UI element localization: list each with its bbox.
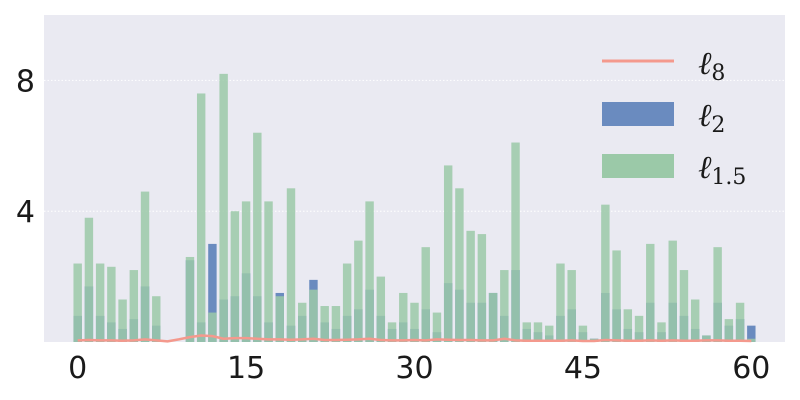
bar-l1-5: [421, 247, 430, 342]
legend-label-l2: ℓ2: [698, 96, 725, 138]
x-tick-label: 30: [395, 351, 433, 386]
legend: ℓ8 ℓ2 ℓ1.5: [602, 44, 746, 190]
bar-l1-5: [713, 247, 722, 342]
bar-l1-5: [477, 234, 487, 342]
bar-l2: [208, 243, 217, 342]
bar-l1-5: [365, 201, 374, 342]
bar-l1-5: [511, 142, 520, 342]
bar-l1-5: [185, 256, 195, 342]
bar-l1-5: [309, 289, 318, 342]
bar-l1-5: [634, 315, 644, 342]
y-tick-label: 8: [16, 64, 35, 99]
bar-l2: [747, 325, 756, 342]
bar-l1-5: [578, 325, 588, 342]
line-l8: [77, 334, 752, 343]
plot-background: [44, 15, 785, 342]
bar-l1-5: [466, 230, 475, 342]
bar-l1-5: [342, 263, 352, 342]
y-tick-label: 4: [16, 195, 35, 230]
bar-l1-5: [724, 319, 734, 342]
bar-l1-5: [545, 325, 554, 342]
bar-l1-5: [488, 292, 498, 342]
bar-l1-5: [208, 312, 217, 342]
bar-l1-5: [399, 292, 408, 342]
bar-l1-5: [556, 263, 565, 342]
bar-l1-5: [196, 93, 206, 342]
bar-l1-5: [152, 296, 161, 342]
bar-l1-5: [432, 312, 442, 342]
bar-l1-5: [354, 240, 363, 342]
bar-l1-5: [646, 243, 655, 342]
bar-l1-5: [264, 201, 273, 342]
bar-l1-5: [522, 322, 531, 342]
series-l8-line: [77, 334, 752, 343]
bar-l1-5: [657, 322, 666, 342]
bar-l1-5: [679, 270, 689, 342]
bar-l1-5: [331, 306, 341, 342]
series-l1-5-bars: [73, 73, 756, 343]
bar-l1-5: [601, 204, 610, 342]
x-tick-label: 60: [732, 351, 770, 386]
legend-swatch-l2: [602, 102, 674, 126]
x-tick-label: 0: [68, 351, 87, 386]
bar-l1-5: [118, 299, 127, 342]
x-tick-label: 45: [564, 351, 602, 386]
x-tick-label: 15: [227, 351, 265, 386]
bar-l1-5: [623, 309, 633, 342]
bar-l1-5: [612, 250, 621, 342]
bar-l1-5: [702, 335, 711, 342]
bar-l1-5: [387, 322, 397, 342]
bar-l1-5: [107, 266, 116, 342]
x-axis: 0 15 30 45 60: [68, 351, 770, 386]
legend-label-l8: ℓ8: [698, 44, 725, 86]
bar-l1-5: [73, 263, 82, 342]
grid: [44, 79, 785, 212]
bar-l1-5: [241, 201, 251, 342]
bar-l1-5: [275, 296, 284, 342]
bar-l1-5: [320, 306, 329, 342]
bar-l1-5: [140, 191, 150, 342]
bar-l1-5: [443, 165, 453, 342]
y-axis: 48: [16, 64, 35, 230]
bar-l1-5: [567, 270, 576, 342]
bar-l1-5: [286, 188, 296, 342]
bar-l1-5: [668, 240, 677, 342]
bar-l1-5: [298, 302, 307, 342]
bar-l1-5: [253, 132, 262, 342]
bar-l1-5: [219, 73, 228, 343]
bar-l1-5: [735, 302, 745, 342]
bar-l1-5: [533, 322, 543, 342]
bar-l1-5: [84, 217, 94, 342]
legend-swatch-l1-5: [602, 154, 674, 178]
bar-l1-5: [129, 270, 139, 342]
bar-l1-5: [230, 211, 240, 342]
bar-l1-5: [455, 188, 464, 342]
bar-l1-5: [95, 263, 105, 342]
legend-label-l1-5: ℓ1.5: [698, 148, 746, 190]
bar-l1-5: [376, 276, 386, 342]
bar-l1-5: [500, 270, 509, 342]
bar-l1-5: [690, 299, 700, 342]
bar-l1-5: [410, 302, 419, 342]
